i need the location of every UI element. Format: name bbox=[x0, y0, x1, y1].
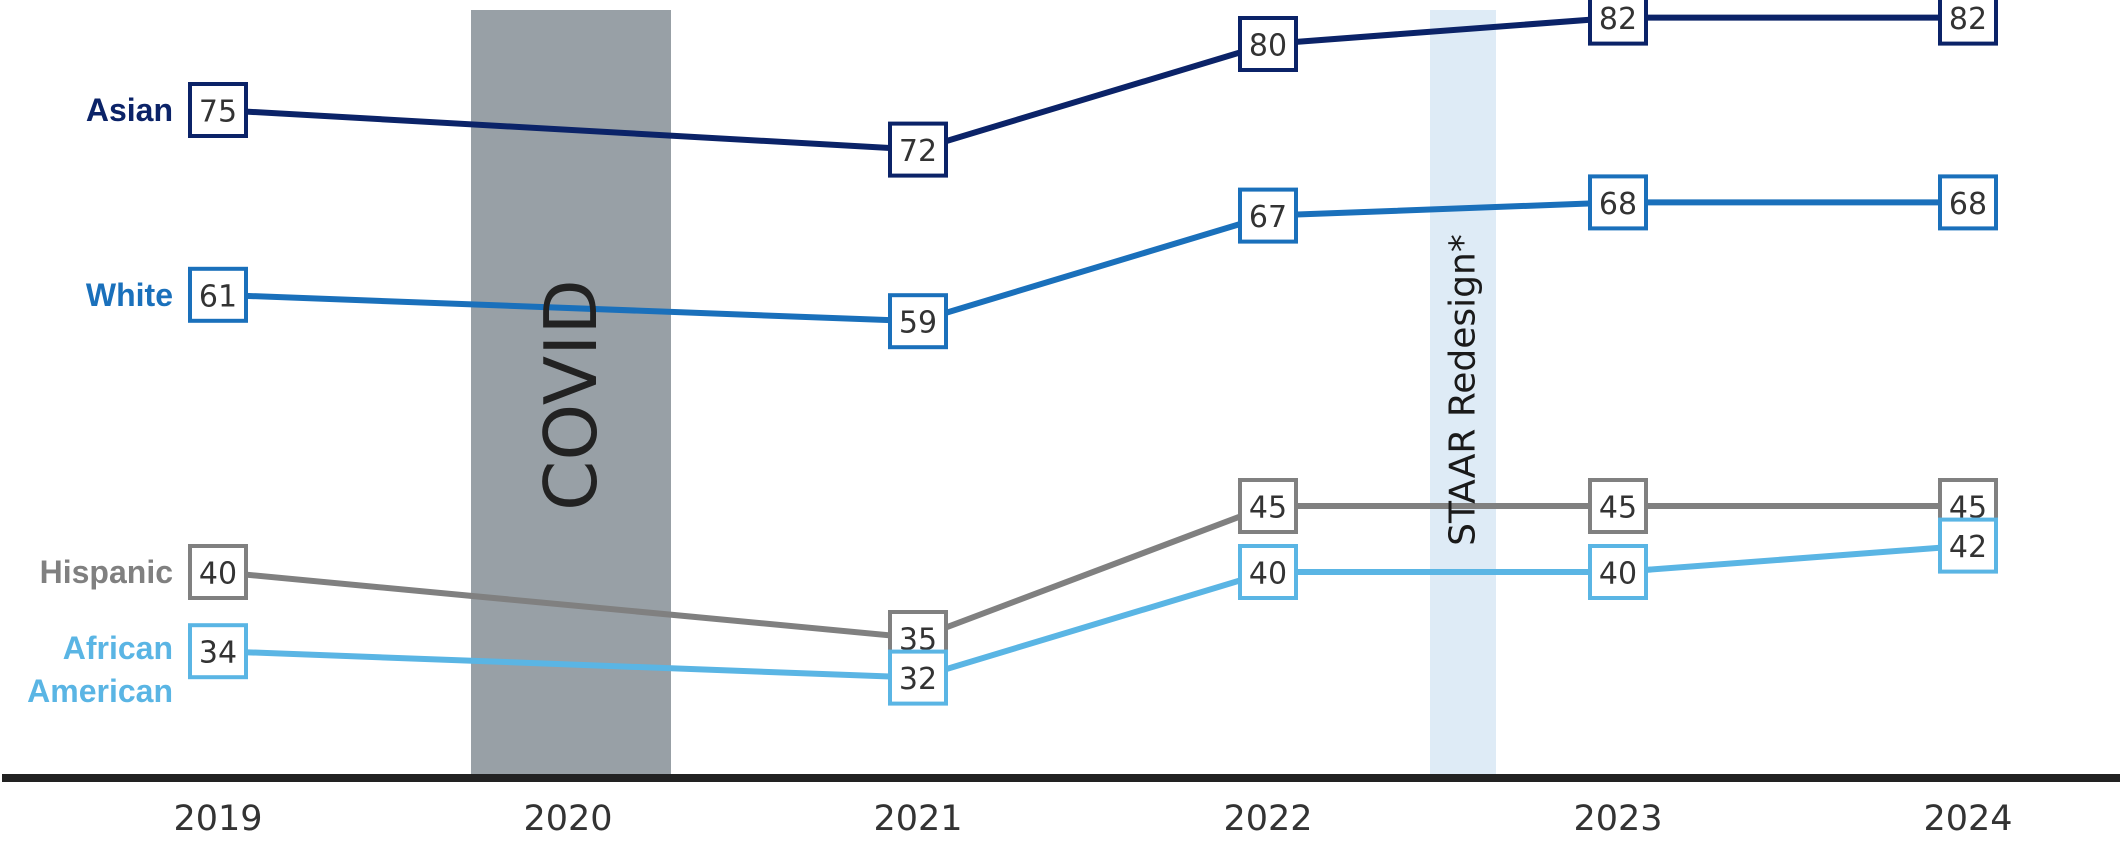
data-label: 75 bbox=[199, 95, 237, 130]
annotation-bands bbox=[471, 10, 1496, 777]
data-point-3-2: 32 bbox=[888, 649, 948, 706]
data-point-box bbox=[1588, 478, 1648, 534]
data-label: 40 bbox=[1599, 557, 1637, 592]
data-point-box bbox=[1238, 544, 1298, 600]
data-point-box bbox=[888, 121, 948, 178]
data-point-box bbox=[1588, 0, 1648, 46]
data-point-box bbox=[888, 293, 948, 350]
series-label-3: African American bbox=[27, 630, 173, 709]
data-point-box bbox=[1588, 544, 1648, 600]
data-label: 72 bbox=[899, 134, 937, 169]
data-label: 34 bbox=[199, 636, 237, 671]
x-axis: 2019 2020 2021 2022 2023 2024 bbox=[2, 774, 2120, 839]
x-axis-line bbox=[2, 774, 2120, 782]
x-tick-label-2019: 2019 bbox=[173, 799, 262, 839]
data-label: 45 bbox=[1249, 491, 1287, 526]
data-label: 82 bbox=[1949, 2, 1987, 37]
data-point-box bbox=[188, 623, 248, 680]
data-point-box bbox=[1238, 478, 1298, 534]
data-point-box bbox=[1588, 174, 1648, 231]
data-label: 67 bbox=[1249, 200, 1287, 235]
annotation-labels: COVID STAAR Redesign* bbox=[529, 234, 1484, 546]
data-label: 82 bbox=[1599, 2, 1637, 37]
data-point-3-4: 40 bbox=[1588, 544, 1648, 600]
annotation-label-0: COVID bbox=[529, 279, 613, 511]
data-point-box bbox=[1938, 517, 1998, 574]
data-label: 40 bbox=[199, 557, 237, 592]
data-point-0-5: 82 bbox=[1938, 0, 1998, 46]
series-label-1: White bbox=[86, 277, 173, 313]
data-point-1-0: 61 bbox=[188, 266, 248, 323]
data-point-1-3: 67 bbox=[1238, 187, 1298, 244]
data-point-2-3: 45 bbox=[1238, 478, 1298, 534]
data-point-box bbox=[188, 82, 248, 138]
data-label: 59 bbox=[899, 306, 937, 341]
data-label: 42 bbox=[1949, 530, 1987, 565]
series-labels: Asian White Hispanic African American bbox=[27, 92, 173, 709]
data-label: 61 bbox=[199, 279, 237, 314]
data-point-box bbox=[188, 544, 248, 600]
data-point-0-0: 75 bbox=[188, 82, 248, 138]
data-point-box bbox=[1938, 0, 1998, 46]
data-point-1-4: 68 bbox=[1588, 174, 1648, 231]
data-label: 68 bbox=[1949, 187, 1987, 222]
data-point-2-4: 45 bbox=[1588, 478, 1648, 534]
data-label: 80 bbox=[1249, 29, 1287, 64]
annotation-band-1 bbox=[1430, 10, 1496, 777]
data-point-box bbox=[1238, 187, 1298, 244]
x-tick-label-2022: 2022 bbox=[1223, 799, 1312, 839]
data-point-1-5: 68 bbox=[1938, 174, 1998, 231]
x-tick-label-2023: 2023 bbox=[1573, 799, 1662, 839]
data-label: 45 bbox=[1599, 491, 1637, 526]
x-tick-label-2021: 2021 bbox=[873, 799, 962, 839]
annotation-label-1: STAAR Redesign* bbox=[1443, 234, 1484, 546]
data-label: 32 bbox=[899, 662, 937, 697]
data-label: 40 bbox=[1249, 557, 1287, 592]
data-point-box bbox=[1938, 174, 1998, 231]
data-point-box bbox=[188, 266, 248, 323]
data-point-0-4: 82 bbox=[1588, 0, 1648, 46]
data-point-0-3: 80 bbox=[1238, 16, 1298, 72]
data-point-box bbox=[888, 649, 948, 706]
data-label: 68 bbox=[1599, 187, 1637, 222]
x-tick-label-2024: 2024 bbox=[1923, 799, 2012, 839]
data-point-0-2: 72 bbox=[888, 121, 948, 178]
series-label-0: Asian bbox=[86, 92, 173, 128]
annotation-band-0 bbox=[471, 10, 671, 777]
data-point-box bbox=[1238, 16, 1298, 72]
series-label-2: Hispanic bbox=[40, 554, 173, 590]
data-point-2-0: 40 bbox=[188, 544, 248, 600]
data-point-3-5: 42 bbox=[1938, 517, 1998, 574]
data-point-3-0: 34 bbox=[188, 623, 248, 680]
data-point-1-2: 59 bbox=[888, 293, 948, 350]
data-point-3-3: 40 bbox=[1238, 544, 1298, 600]
x-tick-label-2020: 2020 bbox=[523, 799, 612, 839]
